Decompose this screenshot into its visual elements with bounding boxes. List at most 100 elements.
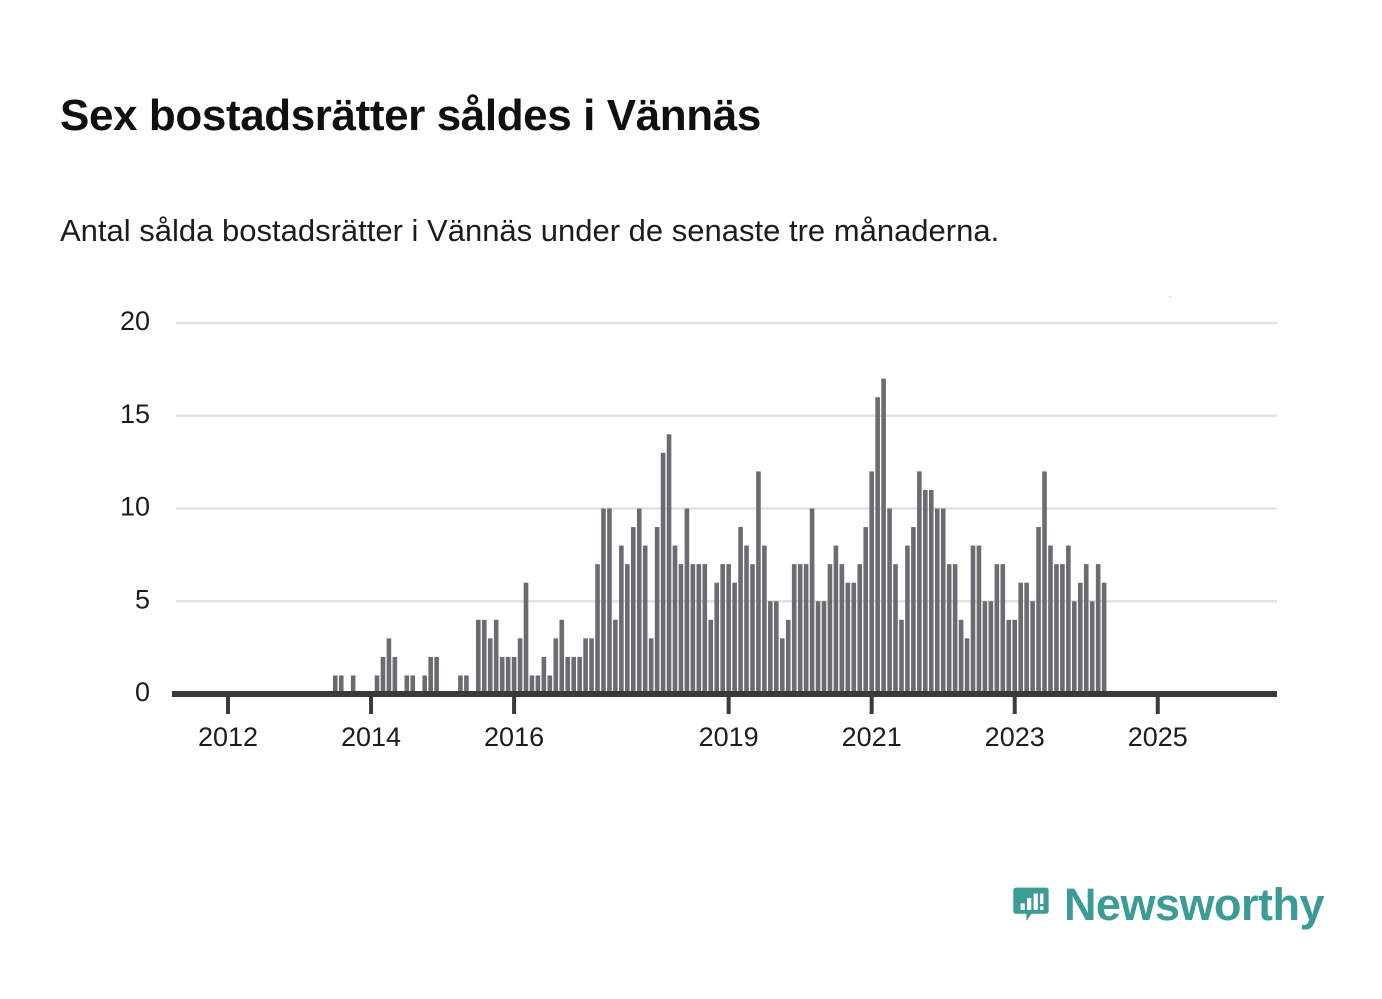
bar[interactable] <box>642 545 648 694</box>
bar[interactable] <box>905 545 910 694</box>
bar[interactable] <box>338 675 344 694</box>
bar[interactable] <box>827 564 833 694</box>
bar[interactable] <box>648 638 654 694</box>
bar[interactable] <box>380 656 386 694</box>
bar[interactable] <box>869 471 874 694</box>
bar[interactable] <box>833 545 839 694</box>
bar[interactable] <box>952 564 958 694</box>
bar[interactable] <box>1030 601 1035 694</box>
bar[interactable] <box>750 564 755 694</box>
bar[interactable] <box>738 527 743 694</box>
bar[interactable] <box>613 619 618 694</box>
bar[interactable] <box>988 601 994 694</box>
bar[interactable] <box>958 619 964 694</box>
bar[interactable] <box>911 527 916 694</box>
bar[interactable] <box>666 434 672 694</box>
bar[interactable] <box>791 564 797 694</box>
bar[interactable] <box>625 564 630 694</box>
bar[interactable] <box>476 619 481 694</box>
bar[interactable] <box>821 601 827 694</box>
newsworthy-logo[interactable]: Newsworthy <box>1012 872 1325 936</box>
bar[interactable] <box>708 619 714 694</box>
bar[interactable] <box>434 656 439 694</box>
bar[interactable] <box>499 656 505 694</box>
bar[interactable] <box>577 656 582 694</box>
bar[interactable] <box>839 564 845 694</box>
bar[interactable] <box>619 545 624 694</box>
bar[interactable] <box>589 638 594 694</box>
bar[interactable] <box>464 675 469 694</box>
bar[interactable] <box>505 656 511 694</box>
bar[interactable] <box>1095 564 1101 694</box>
bar[interactable] <box>875 397 880 694</box>
bar[interactable] <box>493 619 499 694</box>
bar[interactable] <box>1042 471 1047 694</box>
bar[interactable] <box>565 656 571 694</box>
bar[interactable] <box>523 582 529 694</box>
bar[interactable] <box>887 508 892 695</box>
bar[interactable] <box>893 564 898 694</box>
bar[interactable] <box>845 582 851 694</box>
bar[interactable] <box>923 489 928 694</box>
bar[interactable] <box>863 527 869 694</box>
bar[interactable] <box>1077 582 1083 694</box>
bar[interactable] <box>404 675 410 694</box>
bar[interactable] <box>744 545 749 694</box>
bar[interactable] <box>779 638 785 694</box>
bar[interactable] <box>1000 564 1006 694</box>
bar[interactable] <box>684 508 690 695</box>
bar[interactable] <box>970 545 976 694</box>
bar[interactable] <box>1060 564 1065 694</box>
bar[interactable] <box>654 527 660 694</box>
bar[interactable] <box>768 601 773 694</box>
bar[interactable] <box>458 675 463 694</box>
bar[interactable] <box>553 638 559 694</box>
bar[interactable] <box>511 656 517 694</box>
bar[interactable] <box>374 675 380 694</box>
bar[interactable] <box>601 508 606 695</box>
bar[interactable] <box>982 601 988 694</box>
bar[interactable] <box>732 582 737 694</box>
bar[interactable] <box>1012 619 1018 694</box>
bar[interactable] <box>851 582 857 694</box>
bar[interactable] <box>946 564 952 694</box>
bar[interactable] <box>660 452 666 694</box>
bar[interactable] <box>487 638 493 694</box>
bar[interactable] <box>857 564 863 694</box>
bar[interactable] <box>976 545 982 694</box>
bar[interactable] <box>762 545 767 694</box>
bar[interactable] <box>1024 582 1029 694</box>
bar[interactable] <box>702 564 708 694</box>
bar[interactable] <box>630 527 636 694</box>
bar[interactable] <box>1054 564 1059 694</box>
bar[interactable] <box>797 564 803 694</box>
bar[interactable] <box>720 564 725 694</box>
bar[interactable] <box>881 378 886 694</box>
bar[interactable] <box>964 638 970 694</box>
bar[interactable] <box>607 508 612 695</box>
bar[interactable] <box>1101 582 1107 694</box>
bar[interactable] <box>1036 527 1041 694</box>
bar[interactable] <box>1089 601 1095 694</box>
bar[interactable] <box>481 619 487 694</box>
bar[interactable] <box>899 619 904 694</box>
bar[interactable] <box>678 564 684 694</box>
bar[interactable] <box>422 675 427 694</box>
bar[interactable] <box>332 675 338 694</box>
bar[interactable] <box>917 471 922 694</box>
bar[interactable] <box>994 564 1000 694</box>
bar[interactable] <box>636 508 642 695</box>
bar[interactable] <box>1083 564 1089 694</box>
bar[interactable] <box>1048 545 1053 694</box>
bar[interactable] <box>940 508 946 695</box>
bar[interactable] <box>1066 545 1071 694</box>
bar[interactable] <box>756 471 761 694</box>
bar[interactable] <box>571 656 576 694</box>
bar[interactable] <box>934 508 940 695</box>
bar[interactable] <box>428 656 433 694</box>
bar[interactable] <box>386 638 392 694</box>
bar[interactable] <box>410 675 416 694</box>
bar[interactable] <box>529 675 535 694</box>
bar[interactable] <box>583 638 588 694</box>
bar[interactable] <box>541 656 547 694</box>
